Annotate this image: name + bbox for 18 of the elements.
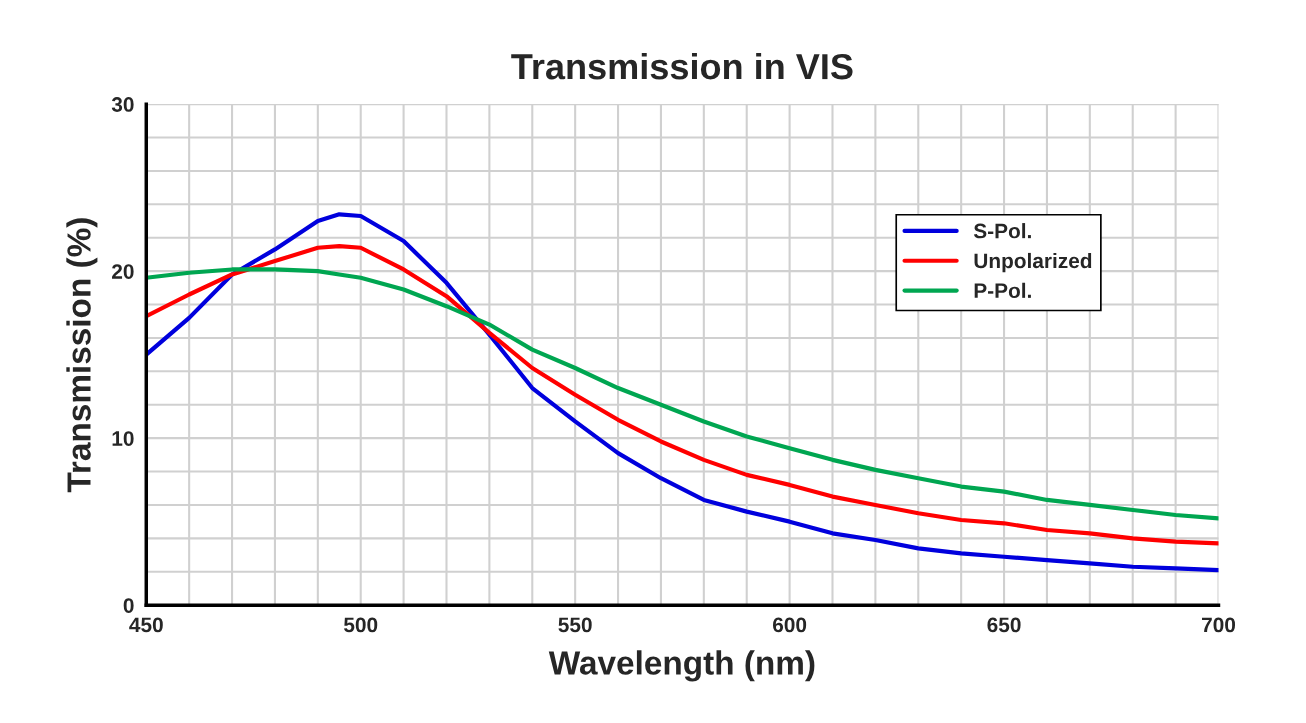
y-axis-title: Transmission (%) xyxy=(66,218,98,493)
x-tick-label: 450 xyxy=(129,617,163,633)
legend-label: Unpolarized xyxy=(974,252,1092,273)
x-tick-label: 550 xyxy=(558,617,592,633)
y-tick-label: 0 xyxy=(123,598,134,613)
y-tick-label: 10 xyxy=(112,431,134,446)
x-axis-title: Wavelength (nm) xyxy=(548,650,815,682)
legend-label: S-Pol. xyxy=(973,223,1031,239)
legend-label: P-Pol. xyxy=(974,282,1031,299)
x-tick-label: 700 xyxy=(1202,617,1236,633)
line-series xyxy=(146,212,1219,573)
x-tick-label: 600 xyxy=(772,617,807,633)
y-tick-label: 30 xyxy=(111,97,134,112)
chart-title: Transmission in VIS xyxy=(511,52,853,80)
x-tick-label: 650 xyxy=(987,617,1021,633)
line-series xyxy=(146,243,1219,546)
y-tick-label: 20 xyxy=(112,264,134,279)
x-tick-label: 500 xyxy=(343,617,378,633)
